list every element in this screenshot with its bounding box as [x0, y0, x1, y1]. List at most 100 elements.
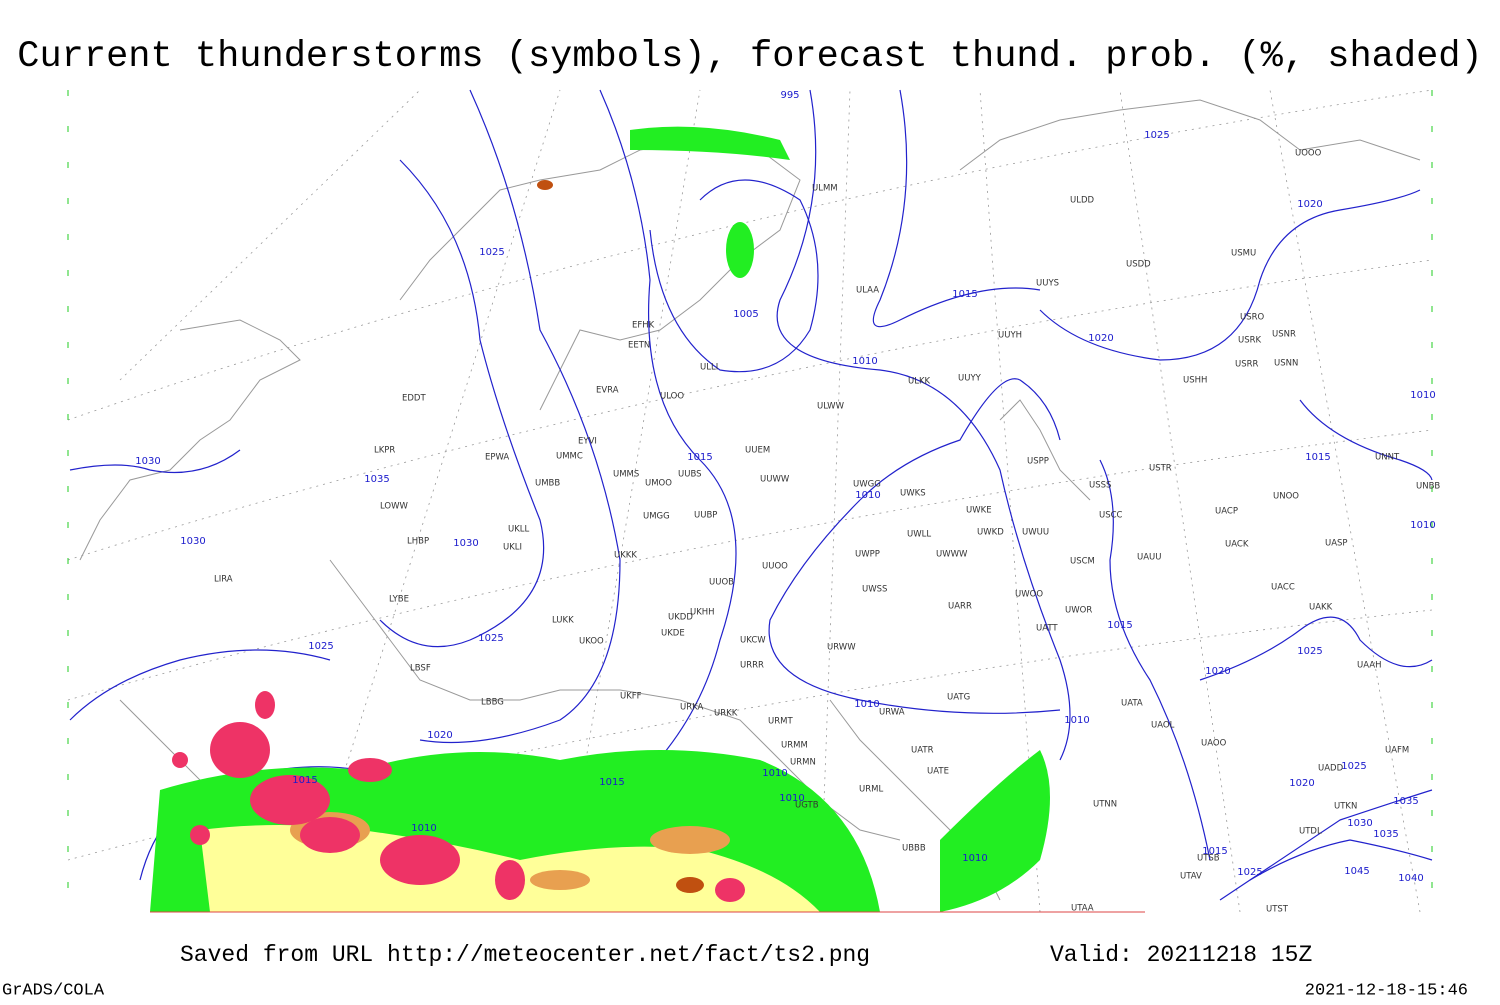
station-label: UADD — [1318, 764, 1344, 774]
station-label: LHBP — [407, 537, 429, 547]
isobar-label: 1020 — [1205, 666, 1230, 677]
station-label: URWA — [879, 708, 905, 718]
station-label: UMOO — [645, 479, 672, 489]
station-label: UWPP — [855, 550, 880, 560]
station-label: USHH — [1183, 376, 1207, 386]
station-label: UUBS — [678, 470, 702, 480]
station-label: USDD — [1126, 260, 1151, 270]
isobar-label: 1010 — [779, 793, 804, 804]
station-label: UAOL — [1151, 721, 1175, 731]
isobar-label: 1030 — [453, 538, 478, 549]
station-label: ULWW — [817, 402, 845, 412]
station-label: UWOO — [1015, 590, 1043, 600]
software: GrADS/COLA — [2, 981, 105, 1000]
isobar-label: 1025 — [1341, 761, 1366, 772]
station-label: URRR — [740, 661, 764, 671]
station-label: UWLL — [907, 530, 931, 540]
station-label: UACP — [1215, 507, 1238, 517]
isobar-label: 1010 — [962, 853, 987, 864]
isobar-label: 1020 — [1289, 778, 1314, 789]
station-label: UWWW — [936, 550, 968, 560]
station-label: UMMC — [556, 452, 583, 462]
isobar-label: 1010 — [762, 768, 787, 779]
station-label: ULMM — [812, 184, 838, 194]
station-label: UTAV — [1180, 872, 1202, 882]
station-label: LYBE — [389, 595, 409, 605]
station-label: UMBB — [535, 479, 560, 489]
valid-time: Valid: 20211218 15Z — [1050, 942, 1312, 968]
isobar-label: 1010 — [1410, 390, 1435, 401]
station-label: UUWW — [760, 475, 790, 485]
isobar-label: 1025 — [478, 633, 503, 644]
station-label: USCM — [1070, 557, 1095, 567]
station-label: UTNN — [1093, 800, 1117, 810]
isobar-label: 1005 — [733, 309, 758, 320]
isobar-label: 1035 — [1373, 829, 1398, 840]
station-label: UAAH — [1357, 661, 1381, 671]
station-label: UWUU — [1022, 528, 1049, 538]
station-label: UACC — [1271, 583, 1295, 593]
station-label: UTKN — [1334, 802, 1357, 812]
station-label: ULDD — [1070, 196, 1095, 206]
isobar-label: 1025 — [1144, 130, 1169, 141]
station-label: UACK — [1225, 540, 1249, 550]
station-label: UUEM — [745, 446, 770, 456]
station-label: URWW — [827, 643, 856, 653]
station-label: USMU — [1231, 249, 1256, 259]
isobar-label: 1015 — [952, 289, 977, 300]
station-label: UASP — [1325, 539, 1348, 549]
station-label: EFHK — [632, 321, 655, 331]
station-label: UATR — [911, 746, 934, 756]
station-label: UTST — [1266, 905, 1289, 915]
isobar-label: 1015 — [687, 452, 712, 463]
station-label: UTAA — [1071, 904, 1094, 914]
isobar-label: 1015 — [1107, 620, 1132, 631]
station-label: UKDD — [668, 613, 693, 623]
station-label: EYVI — [578, 437, 597, 447]
station-label: UAUU — [1137, 553, 1161, 563]
station-label: LOWW — [380, 502, 409, 512]
station-label: UATG — [947, 693, 970, 703]
station-label: LIRA — [214, 575, 233, 585]
station-label: EDDT — [402, 394, 426, 404]
isobar-label: 1015 — [1202, 846, 1227, 857]
station-label: UKFF — [620, 692, 642, 702]
isobar-label: 1020 — [1297, 199, 1322, 210]
isobar-label: 1030 — [180, 536, 205, 547]
station-label: USRK — [1238, 336, 1262, 346]
station-label: USNR — [1272, 330, 1296, 340]
isobar-label: 1010 — [1410, 520, 1435, 531]
station-label: UKLL — [508, 525, 530, 535]
station-label: UWKD — [977, 528, 1004, 538]
isobar-label: 1025 — [1237, 867, 1262, 878]
isobar-label: 995 — [780, 90, 799, 101]
isobars — [69, 89, 1433, 901]
isobar-label: 1020 — [427, 730, 452, 741]
station-label: LBSF — [410, 664, 431, 674]
isobar-label: 1025 — [308, 641, 333, 652]
station-label: USNN — [1274, 359, 1298, 369]
station-label: USCC — [1099, 511, 1123, 521]
station-label: EETN — [628, 341, 650, 351]
station-label: ULAA — [856, 286, 879, 296]
timestamp: 2021-12-18-15:46 — [1305, 981, 1468, 1000]
station-label: UKCW — [740, 636, 766, 646]
station-label: USSS — [1089, 481, 1111, 491]
thunderstorm-symbols — [172, 691, 745, 902]
station-label: ULKK — [908, 377, 931, 387]
isobar-label: 1010 — [411, 823, 436, 834]
isobar-label: 1030 — [135, 456, 160, 467]
isobar-label: 1035 — [1393, 796, 1418, 807]
isobar-label: 1015 — [1305, 452, 1330, 463]
station-label: UGTB — [795, 801, 819, 811]
station-label: USRO — [1240, 313, 1265, 323]
station-label: URMT — [768, 717, 793, 727]
isobar-label: 1010 — [852, 356, 877, 367]
station-label: UWKS — [900, 489, 926, 499]
station-label: UMGG — [643, 512, 670, 522]
title: Current thunderstorms (symbols), forecas… — [17, 36, 1482, 78]
station-label: USTR — [1149, 464, 1172, 474]
station-label: URKA — [680, 703, 704, 713]
station-label: URML — [859, 785, 883, 795]
station-label: UNBB — [1416, 482, 1440, 492]
